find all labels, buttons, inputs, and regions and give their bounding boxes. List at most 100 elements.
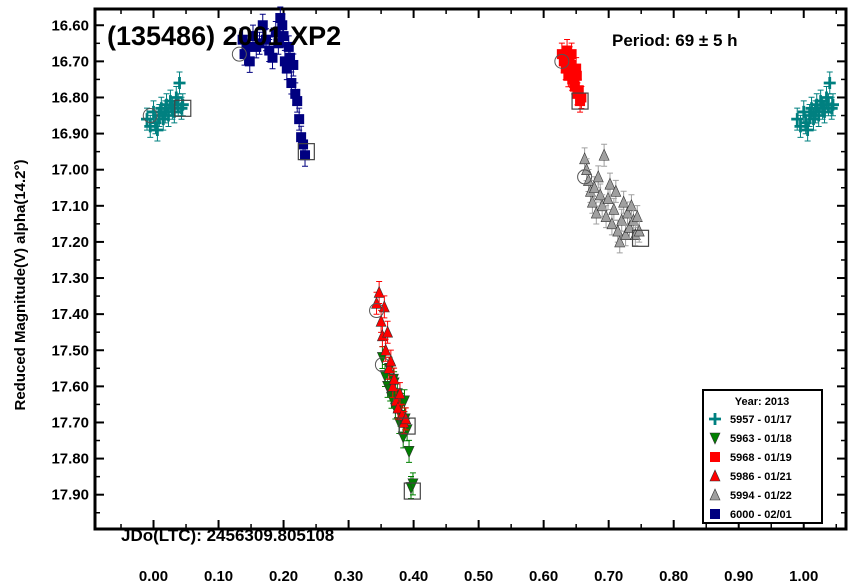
- y-tick-label: 17.80: [51, 451, 89, 468]
- data-point: [273, 38, 284, 49]
- data-point: [141, 113, 154, 126]
- data-point: [300, 150, 311, 161]
- data-point: [569, 78, 580, 89]
- data-point: [560, 63, 571, 74]
- y-tick-label: 17.10: [51, 198, 89, 215]
- session-end-marker: [631, 229, 650, 247]
- y-tick-label: 17.70: [51, 414, 89, 431]
- x-tick-label: 0.60: [529, 568, 558, 585]
- data-point: [592, 170, 604, 183]
- data-point: [823, 77, 836, 90]
- data-point: [239, 49, 250, 60]
- x-tick-label: 0.00: [139, 568, 168, 585]
- data-point: [791, 113, 804, 126]
- data-point: [606, 217, 618, 230]
- legend-entry-label: 5963 - 01/18: [730, 433, 792, 445]
- y-tick-label: 17.90: [51, 487, 89, 504]
- data-point: [620, 227, 632, 240]
- y-tick-label: 16.60: [51, 17, 89, 34]
- data-point: [288, 59, 299, 70]
- y-tick-label: 16.70: [51, 53, 89, 70]
- x-tick-label: 0.70: [594, 568, 623, 585]
- data-point: [566, 49, 577, 60]
- data-point: [267, 52, 278, 63]
- data-point: [598, 148, 610, 161]
- x-tick-label: 0.80: [659, 568, 688, 585]
- x-tick-label: 0.10: [204, 568, 233, 585]
- data-point: [173, 77, 186, 90]
- data-point: [826, 98, 839, 111]
- legend-entry-label: 5994 - 01/22: [730, 490, 792, 502]
- x-tick-label: 0.90: [724, 568, 753, 585]
- data-point: [576, 92, 587, 103]
- data-point: [407, 478, 419, 491]
- data-point: [382, 325, 394, 338]
- y-tick-label: 17.20: [51, 234, 89, 251]
- series-5986: [369, 280, 416, 435]
- series-5957: [141, 71, 839, 142]
- x-tick-label: 0.20: [269, 568, 298, 585]
- legend-marker: [709, 488, 721, 501]
- epoch-label: JDo(LTC): 2456309.805108: [121, 526, 334, 545]
- session-end-marker: [174, 99, 192, 117]
- legend-items: 5957 - 01/17 5963 - 01/18 5968 - 01/19 5986…: [709, 413, 792, 521]
- data-point: [588, 181, 600, 194]
- legend-marker: [709, 469, 721, 482]
- legend: Year: 2013 5957 - 01/17 5963 - 01/18 5968 …: [702, 389, 823, 524]
- session-end-marker: [297, 143, 315, 161]
- data-point: [625, 199, 637, 212]
- data-point: [600, 209, 612, 222]
- x-tick-label: 1.00: [789, 568, 818, 585]
- data-point: [394, 386, 406, 399]
- y-axis-label: Reduced Magnitude(V) alpha(14.2°): [12, 159, 29, 410]
- data-point: [275, 13, 286, 24]
- data-point: [375, 314, 387, 327]
- data-point: [385, 354, 397, 367]
- data-point: [571, 70, 582, 81]
- data-point: [237, 34, 248, 45]
- data-point: [241, 41, 252, 52]
- data-point: [261, 34, 272, 45]
- session-start-marker: [554, 53, 570, 69]
- data-point: [558, 56, 569, 67]
- data-point: [622, 206, 633, 219]
- data-point: [292, 96, 303, 107]
- session-end-marker: [571, 92, 589, 110]
- legend-entry-label: 5986 - 01/21: [730, 471, 792, 483]
- session-start-marker: [369, 303, 385, 319]
- data-point: [392, 401, 404, 414]
- data-point: [257, 20, 268, 31]
- session-start-marker: [231, 46, 247, 62]
- legend-entry-label: 6000 - 02/01: [730, 509, 792, 521]
- legend-marker: [710, 452, 720, 462]
- session-start-marker: [577, 169, 593, 185]
- legend-box: [702, 389, 823, 524]
- data-point: [631, 209, 643, 222]
- data-point: [279, 56, 290, 67]
- data-point: [403, 446, 415, 459]
- data-point: [602, 191, 614, 204]
- series-5968: [554, 39, 589, 113]
- data-point: [616, 213, 628, 226]
- data-point: [264, 45, 275, 56]
- data-point: [290, 88, 301, 99]
- legend-marker: [710, 509, 720, 519]
- session-start-marker: [142, 108, 158, 124]
- data-point: [244, 56, 255, 67]
- legend-marker: [709, 432, 721, 445]
- data-point: [590, 206, 602, 219]
- y-tick-label: 17.60: [51, 378, 89, 395]
- data-point: [373, 285, 385, 298]
- y-tick-label: 17.50: [51, 342, 89, 359]
- data-point: [254, 38, 265, 49]
- data-point: [571, 63, 582, 74]
- data-point: [285, 52, 296, 63]
- data-point: [278, 31, 289, 42]
- data-point: [296, 132, 307, 143]
- y-tick-label: 17.30: [51, 270, 89, 287]
- chart-title: (135486) 2001 XP2: [107, 21, 341, 51]
- legend-entry-label: 5968 - 01/19: [730, 452, 792, 464]
- x-tick-label: 0.50: [464, 568, 493, 585]
- data-point: [614, 235, 626, 248]
